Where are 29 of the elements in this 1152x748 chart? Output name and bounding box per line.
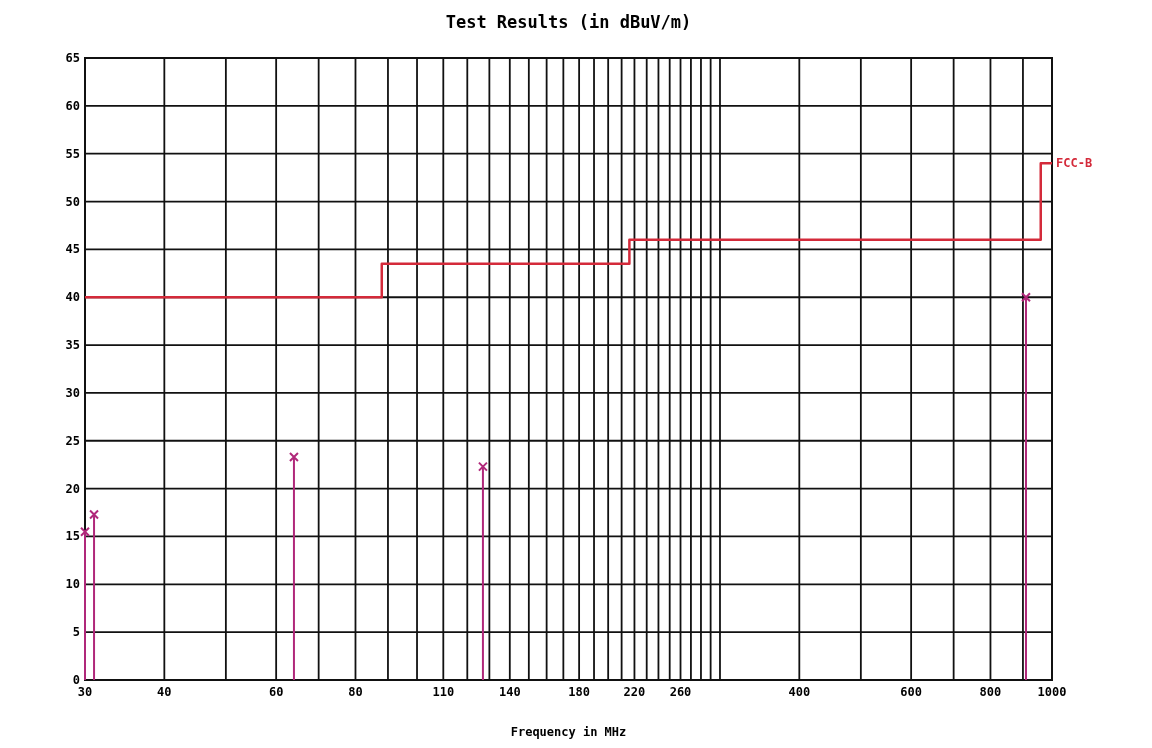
y-tick-label: 5 — [72, 625, 80, 640]
y-tick-label: 25 — [65, 433, 80, 448]
chart-title: Test Results (in dBuV/m) — [445, 12, 692, 32]
x-tick-label: 180 — [568, 685, 590, 699]
x-tick-label: 140 — [498, 685, 521, 699]
y-tick-label: 15 — [65, 529, 80, 544]
y-tick-label: 45 — [65, 242, 80, 257]
x-tick-label: 260 — [669, 685, 692, 699]
y-tick-label: 0 — [72, 673, 80, 687]
y-tick-label: 65 — [65, 51, 80, 65]
x-tick-label: 40 — [157, 685, 172, 699]
x-tick-label: 400 — [788, 685, 811, 699]
x-axis-title: Frequency in MHz — [510, 725, 627, 739]
x-tick-label: 1000 — [1037, 685, 1067, 699]
y-tick-label: 55 — [65, 146, 80, 161]
x-tick-label: 110 — [432, 685, 455, 699]
x-tick-label: 220 — [623, 685, 646, 699]
y-tick-label: 50 — [65, 194, 80, 209]
x-tick-label: 600 — [900, 685, 922, 699]
y-tick-label: 20 — [65, 481, 80, 496]
x-tick-label: 800 — [979, 685, 1002, 699]
x-tick-label: 80 — [348, 685, 363, 699]
y-tick-label: 10 — [65, 577, 80, 592]
x-tick-label: 60 — [268, 685, 284, 699]
series-label: FCC-B — [1056, 156, 1093, 171]
y-tick-label: 35 — [65, 338, 80, 353]
y-tick-label: 60 — [65, 98, 80, 113]
y-tick-label: 30 — [65, 385, 80, 400]
y-tick-label: 40 — [65, 290, 80, 305]
